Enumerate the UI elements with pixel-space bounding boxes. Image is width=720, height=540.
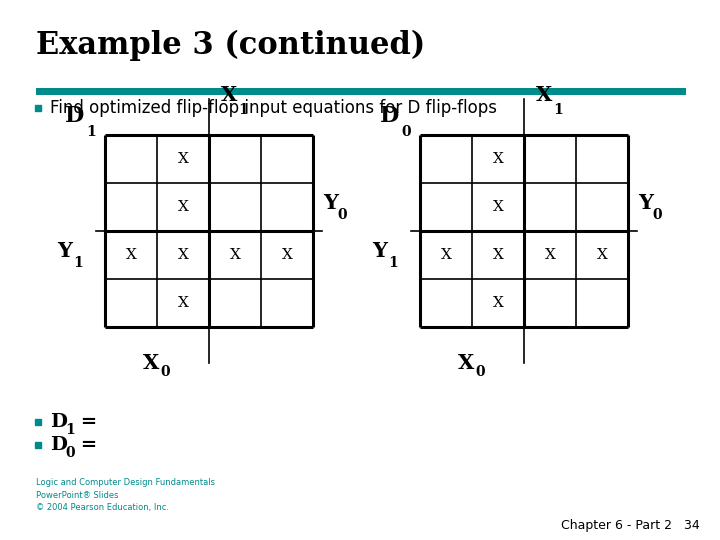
Text: X: X <box>178 248 189 262</box>
Text: D: D <box>380 105 400 127</box>
Text: X: X <box>492 248 503 262</box>
Text: X: X <box>282 248 292 262</box>
Text: Y: Y <box>372 241 387 261</box>
Text: 1: 1 <box>238 103 248 117</box>
Text: X: X <box>178 200 189 214</box>
Text: D: D <box>50 413 67 431</box>
Text: 0: 0 <box>401 125 410 139</box>
Text: 0: 0 <box>475 365 485 379</box>
Text: 1: 1 <box>73 256 83 270</box>
Text: 0: 0 <box>160 365 170 379</box>
Text: Find optimized flip-flop input equations for D flip-flops: Find optimized flip-flop input equations… <box>50 99 497 117</box>
Text: X: X <box>492 152 503 166</box>
Text: 1: 1 <box>553 103 563 117</box>
Text: 0: 0 <box>652 208 662 222</box>
Text: Logic and Computer Design Fundamentals
PowerPoint® Slides
© 2004 Pearson Educati: Logic and Computer Design Fundamentals P… <box>36 478 215 512</box>
Text: X: X <box>492 200 503 214</box>
Text: 0: 0 <box>65 446 75 460</box>
Text: X: X <box>178 152 189 166</box>
Text: X: X <box>536 85 552 105</box>
Text: Chapter 6 - Part 2   34: Chapter 6 - Part 2 34 <box>562 519 700 532</box>
Text: X: X <box>458 353 474 373</box>
Text: 0: 0 <box>337 208 346 222</box>
Text: 1: 1 <box>86 125 96 139</box>
Text: X: X <box>221 85 237 105</box>
Text: Y: Y <box>638 193 653 213</box>
Bar <box>36 88 686 95</box>
Text: 1: 1 <box>65 423 75 437</box>
Text: X: X <box>178 296 189 310</box>
Text: X: X <box>597 248 608 262</box>
Text: X: X <box>125 248 136 262</box>
Text: D: D <box>65 105 84 127</box>
Text: 1: 1 <box>388 256 397 270</box>
Text: X: X <box>492 296 503 310</box>
Text: Y: Y <box>57 241 72 261</box>
Text: X: X <box>441 248 451 262</box>
Text: D: D <box>50 436 67 454</box>
Text: X: X <box>143 353 159 373</box>
Text: Y: Y <box>323 193 338 213</box>
Text: X: X <box>544 248 555 262</box>
Text: Example 3 (continued): Example 3 (continued) <box>36 30 426 61</box>
Text: X: X <box>230 248 240 262</box>
Text: =: = <box>74 436 97 454</box>
Text: =: = <box>74 413 97 431</box>
